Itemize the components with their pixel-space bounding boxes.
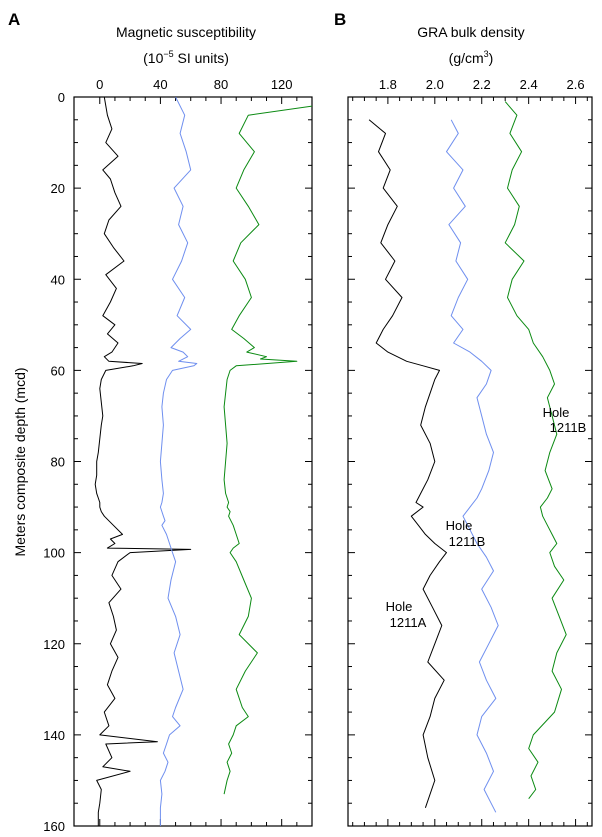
series-line-p0-1: [159, 97, 198, 826]
y-tick-label-20: 20: [51, 181, 65, 196]
ticks-layer: 0 20 40 60 80 100 120 140 160 0 40 80 120 1.8 2.0 2.2 2.…: [43, 77, 592, 834]
panel-a-letter: A: [8, 10, 20, 29]
y-axis-label: Meters composite depth (mcd): [12, 367, 28, 556]
x-tick-label-p1-2.2: 2.2: [473, 77, 491, 92]
panel-b-letter: B: [334, 10, 346, 29]
panel-b-title: GRA bulk density: [417, 24, 524, 40]
svg-text:1211B: 1211B: [550, 420, 587, 435]
annotation-hole-1211b-green: Hole 1211B: [543, 405, 587, 435]
series-line-p1-0: [368, 119, 447, 808]
x-tick-label-p1-1.8: 1.8: [379, 77, 397, 92]
y-tick-label-80: 80: [51, 455, 65, 470]
annotation-hole-1211a-black: Hole 1211A: [386, 599, 427, 630]
series-line-p1-1: [446, 119, 499, 813]
x-tick-label-p0-120: 120: [271, 77, 293, 92]
y-tick-label-140: 140: [43, 728, 65, 743]
series-line-p0-2: [223, 105, 312, 795]
x-tick-label-p0-40: 40: [153, 77, 167, 92]
y-tick-label-120: 120: [43, 637, 65, 652]
x-tick-label-p1-2: 2.0: [426, 77, 444, 92]
svg-text:1211A: 1211A: [390, 615, 427, 630]
series-layer: [94, 97, 567, 826]
panel-a-frame: [73, 96, 313, 827]
y-tick-label-60: 60: [51, 363, 65, 378]
y-tick-label-0: 0: [58, 90, 65, 105]
series-line-p1-2: [504, 101, 567, 800]
svg-text:Hole: Hole: [543, 405, 570, 420]
series-line-p0-0: [94, 97, 192, 826]
panel-b-units: (g/cm3): [449, 49, 494, 66]
x-tick-label-p1-2.6: 2.6: [567, 77, 585, 92]
y-tick-label-160: 160: [43, 819, 65, 834]
y-tick-label-100: 100: [43, 546, 65, 561]
panel-b-frame: [347, 96, 593, 827]
svg-text:Hole: Hole: [386, 599, 413, 614]
x-tick-label-p0-80: 80: [214, 77, 228, 92]
svg-text:1211B: 1211B: [449, 534, 486, 549]
svg-text:Hole: Hole: [446, 518, 473, 533]
panel-a-units: (10−5 SI units): [143, 49, 229, 66]
annotation-hole-1211b-blue: Hole 1211B: [446, 518, 486, 549]
x-tick-label-p0-0: 0: [96, 77, 103, 92]
panel-a-title: Magnetic susceptibility: [116, 24, 256, 40]
y-tick-label-40: 40: [51, 272, 65, 287]
x-tick-label-p1-2.4: 2.4: [520, 77, 538, 92]
